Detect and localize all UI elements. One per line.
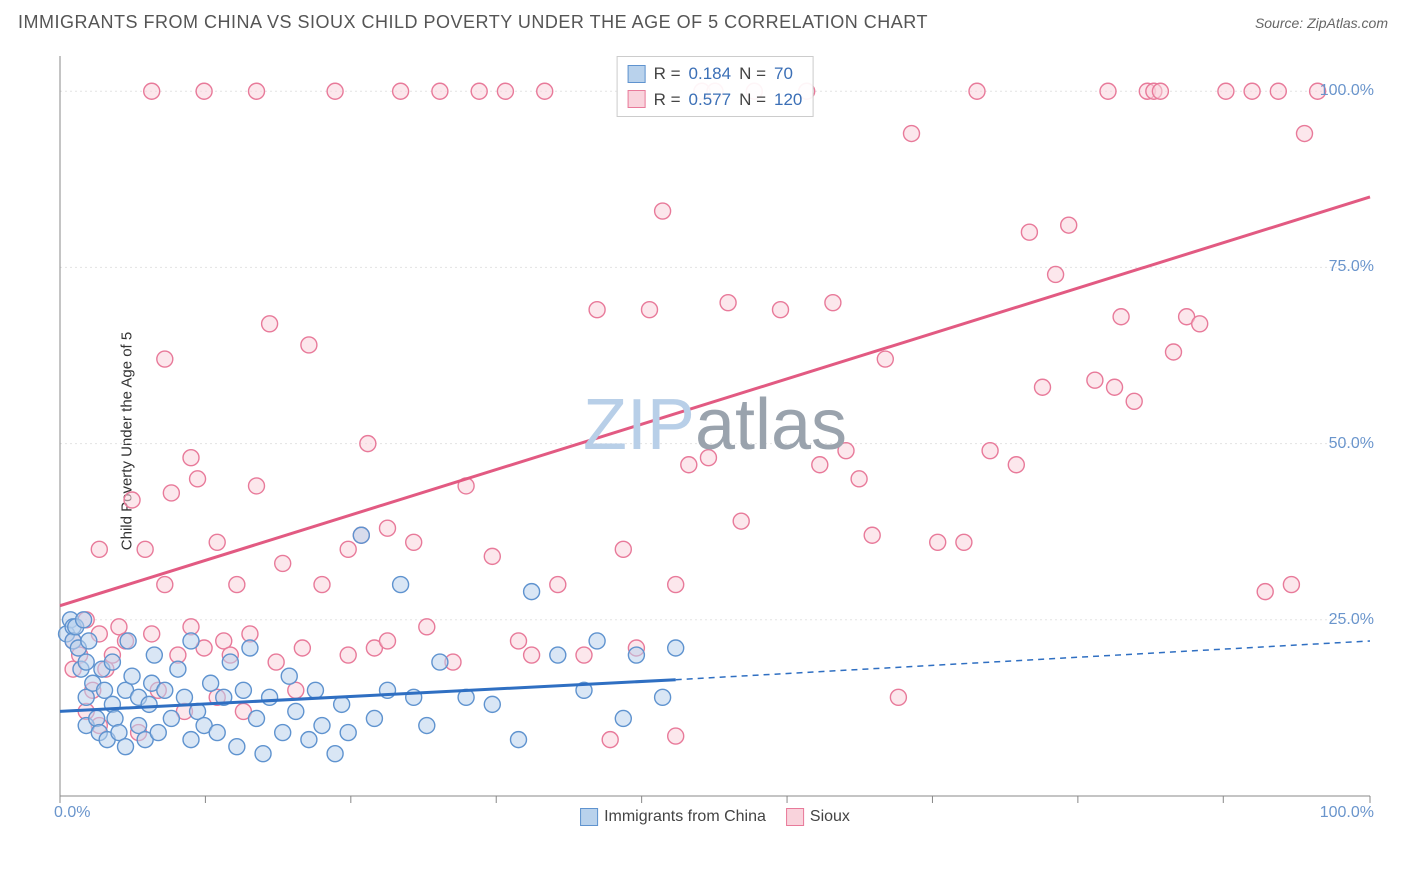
legend-item-label: Immigrants from China	[604, 808, 766, 826]
legend-swatch	[628, 65, 646, 83]
correlation-legend: R = 0.184 N = 70 R = 0.577 N = 120	[617, 56, 814, 117]
legend-n-value: 120	[774, 87, 802, 113]
chart-header: IMMIGRANTS FROM CHINA VS SIOUX CHILD POV…	[18, 12, 1388, 33]
legend-r-value: 0.577	[689, 87, 732, 113]
y-axis-tick: 25.0%	[1329, 611, 1374, 629]
y-axis-tick: 100.0%	[1320, 82, 1374, 100]
legend-n-label: N =	[739, 61, 766, 87]
series-legend: Immigrants from China Sioux	[580, 808, 850, 826]
legend-row: R = 0.577 N = 120	[628, 87, 803, 113]
legend-row: R = 0.184 N = 70	[628, 61, 803, 87]
legend-swatch	[786, 808, 804, 826]
legend-item: Immigrants from China	[580, 808, 766, 826]
legend-r-label: R =	[654, 61, 681, 87]
legend-r-label: R =	[654, 87, 681, 113]
source-value: ZipAtlas.com	[1307, 15, 1388, 31]
legend-swatch	[580, 808, 598, 826]
legend-r-value: 0.184	[689, 61, 732, 87]
x-axis-tick-min: 0.0%	[54, 804, 90, 822]
legend-n-value: 70	[774, 61, 793, 87]
source-attribution: Source: ZipAtlas.com	[1255, 15, 1388, 31]
y-axis-tick: 50.0%	[1329, 435, 1374, 453]
legend-swatch	[628, 90, 646, 108]
scatter-plot	[50, 46, 1380, 836]
chart-container: Child Poverty Under the Age of 5 ZIPatla…	[50, 46, 1380, 836]
y-axis-tick: 75.0%	[1329, 258, 1374, 276]
legend-n-label: N =	[739, 87, 766, 113]
source-label: Source:	[1255, 15, 1307, 31]
legend-item: Sioux	[786, 808, 850, 826]
x-axis-tick-max: 100.0%	[1320, 804, 1374, 822]
chart-title: IMMIGRANTS FROM CHINA VS SIOUX CHILD POV…	[18, 12, 928, 33]
legend-item-label: Sioux	[810, 808, 850, 826]
